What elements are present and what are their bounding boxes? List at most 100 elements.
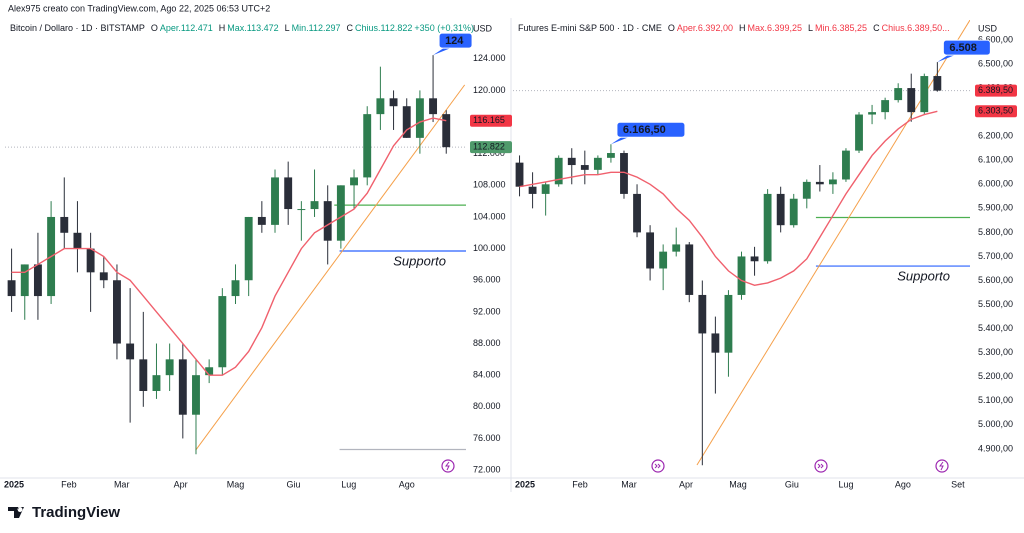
candle-body	[389, 98, 398, 107]
y-tick-label: 92.000	[473, 306, 501, 316]
y-tick-label: 5.300,00	[978, 347, 1013, 357]
legend-value: Max.113.472	[227, 23, 278, 33]
legend-value: Aper.6.392,00	[677, 23, 733, 33]
candle-body	[580, 165, 589, 170]
x-tick-label: Apr	[679, 479, 693, 489]
line-label: Supporto	[393, 253, 446, 268]
candle-body	[429, 98, 438, 115]
candle-body	[178, 359, 187, 415]
candle-body	[763, 193, 772, 262]
line-label: Supporto	[897, 269, 950, 284]
candle-body	[711, 333, 720, 353]
candle-body	[363, 114, 372, 178]
candle-body	[842, 150, 850, 180]
y-tick-label: 88.000	[473, 338, 501, 348]
x-tick-label: Feb	[572, 479, 588, 489]
candle-body	[442, 114, 451, 148]
callout-pointer	[433, 47, 454, 56]
callout-label: 6.508	[949, 42, 977, 54]
chart-header: Bitcoin / Dollaro · 1D · BITSTAMP O Aper.1…	[10, 23, 474, 33]
candle-body	[920, 76, 929, 113]
y-tick-label: 4.900,00	[978, 443, 1013, 453]
candle-body	[737, 256, 746, 295]
price-label	[470, 114, 512, 127]
legend-key: C	[347, 23, 354, 33]
candle-body	[828, 179, 837, 185]
callout-label: 6.166,50	[623, 124, 666, 136]
legend-value: Min.6.385,25	[815, 23, 867, 33]
candle-body	[244, 216, 253, 281]
candle-body	[789, 198, 798, 226]
y-tick-label: 5.900,00	[978, 203, 1013, 213]
candle-body	[881, 100, 890, 113]
legend-value: Aper.112.471	[160, 23, 213, 33]
y-tick-label: 80.000	[473, 401, 501, 411]
y-tick-label: 5.400,00	[978, 323, 1013, 333]
candle-body	[672, 244, 681, 252]
y-tick-label: 104.000	[473, 211, 506, 221]
price-label-text: 6.389,50	[978, 85, 1013, 95]
candle-body	[541, 184, 550, 194]
x-tick-label: Mar	[621, 479, 637, 489]
candle-body	[933, 76, 942, 91]
brand: TradingView	[32, 504, 120, 521]
moving-average	[11, 117, 447, 376]
candle-body	[698, 294, 707, 334]
legend-key: C	[873, 23, 880, 33]
chart-header: Futures E-mini S&P 500 · 1D · CME O Aper.6…	[518, 23, 950, 33]
x-tick-label: Ago	[399, 479, 415, 489]
x-tick-label: 2025	[515, 479, 535, 489]
event-glyph	[817, 463, 824, 469]
candle-body	[310, 201, 319, 210]
candle-body	[659, 251, 668, 269]
candle-body	[528, 186, 537, 194]
x-tick-label: Ago	[895, 479, 911, 489]
y-tick-label: 5.800,00	[978, 227, 1013, 237]
legend-key: L	[285, 23, 290, 33]
y-tick-label: 6.500,00	[978, 58, 1013, 68]
y-tick-label: 76.000	[473, 433, 501, 443]
candle-body	[607, 153, 615, 158]
y-tick-label: 5.500,00	[978, 299, 1013, 309]
legend-key: L	[808, 23, 813, 33]
y-tick-label: 6.000,00	[978, 179, 1013, 189]
candle-body	[750, 256, 759, 262]
x-tick-label: Giu	[286, 479, 300, 489]
price-label	[975, 105, 1017, 118]
price-label-text: 112.822	[473, 142, 505, 152]
y-tick-label: 5.600,00	[978, 275, 1013, 285]
y-tick-label: 100.000	[473, 243, 506, 253]
price-label	[975, 84, 1017, 97]
candle-body	[515, 162, 524, 187]
legend-value: Chius.6.389,50...	[882, 23, 950, 33]
candle-body	[257, 216, 266, 225]
callout-pointer	[937, 54, 958, 63]
x-tick-label: Giu	[785, 479, 799, 489]
y-tick-label: 84.000	[473, 370, 501, 380]
candle-body	[152, 375, 161, 391]
candle-body	[73, 232, 82, 249]
candle-body	[633, 193, 641, 233]
event-glyph	[445, 461, 450, 471]
x-tick-label: 2025	[4, 479, 24, 489]
candle-body	[724, 294, 733, 353]
candle-body	[868, 112, 876, 115]
candle-body	[855, 114, 863, 151]
candle-body	[336, 185, 345, 241]
candle-body	[165, 359, 174, 376]
candle-body	[802, 181, 811, 199]
y-tick-label: 5.000,00	[978, 419, 1013, 429]
y-tick-label: 108.000	[473, 180, 506, 190]
candle-body	[894, 88, 903, 101]
candle-body	[350, 177, 358, 186]
plot-area	[513, 20, 970, 466]
candle-body	[205, 367, 214, 376]
event-glyph	[939, 461, 944, 471]
candle-body	[415, 98, 424, 138]
y-tick-label: 96.000	[473, 275, 501, 285]
candle-body	[7, 280, 16, 297]
price-label-text: 116.165	[473, 115, 505, 125]
chart-title: Bitcoin / Dollaro · 1D · BITSTAMP	[10, 23, 145, 33]
legend-value: Min.112.297	[292, 23, 341, 33]
